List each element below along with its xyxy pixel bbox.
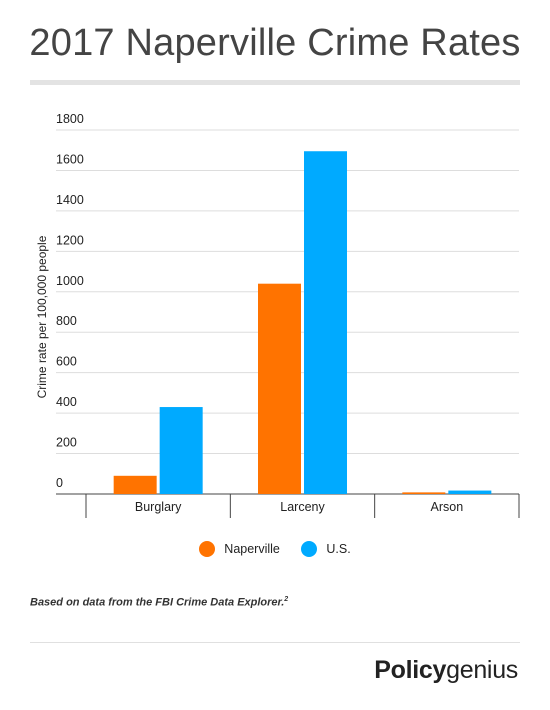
chart-title: 2017 Naperville Crime Rates bbox=[29, 22, 521, 64]
y-tick-label: 600 bbox=[56, 355, 77, 369]
footer-divider bbox=[30, 642, 520, 643]
y-tick-label: 1600 bbox=[56, 152, 84, 166]
y-tick-label: 1000 bbox=[56, 274, 84, 288]
x-category-label: Larceny bbox=[280, 500, 325, 514]
bar bbox=[448, 490, 492, 494]
y-tick-label: 0 bbox=[56, 476, 63, 490]
y-tick-label: 200 bbox=[56, 436, 77, 450]
bar-chart: 0 200 400 600 800 1000 1200 1400 1600 1800 Burglar… bbox=[35, 112, 520, 518]
legend-item-naperville: Naperville bbox=[199, 541, 280, 557]
bar bbox=[304, 151, 347, 494]
brand-logo: Policygenius bbox=[374, 656, 518, 685]
legend-swatch-naperville bbox=[199, 541, 216, 557]
source-footnote: Based on data from the FBI Crime Data Ex… bbox=[30, 596, 288, 609]
x-category-label: Arson bbox=[431, 500, 464, 514]
legend-swatch-us bbox=[301, 541, 318, 557]
brand-logo-part2: genius bbox=[446, 656, 518, 684]
legend-label-us: U.S. bbox=[326, 542, 351, 556]
title-divider bbox=[30, 80, 520, 85]
bar bbox=[258, 283, 301, 494]
legend-label-naperville: Naperville bbox=[224, 542, 280, 556]
y-tick-label: 1400 bbox=[56, 193, 84, 207]
y-tick-label: 1200 bbox=[56, 233, 84, 247]
y-tick-label: 400 bbox=[56, 395, 77, 409]
bar bbox=[402, 492, 446, 494]
footnote-text: Based on data from the FBI Crime Data Ex… bbox=[30, 596, 285, 609]
x-category-label: Burglary bbox=[135, 500, 182, 514]
legend-item-us: U.S. bbox=[301, 541, 351, 557]
brand-logo-part1: Policy bbox=[374, 656, 447, 684]
footnote-superscript: 2 bbox=[284, 596, 289, 603]
y-axis-label: Crime rate per 100,000 people bbox=[35, 235, 49, 398]
y-tick-label: 1800 bbox=[56, 112, 84, 126]
legend: Naperville U.S. bbox=[0, 541, 550, 560]
bar bbox=[113, 475, 157, 494]
y-tick-label: 800 bbox=[56, 314, 77, 328]
bar bbox=[159, 407, 203, 494]
